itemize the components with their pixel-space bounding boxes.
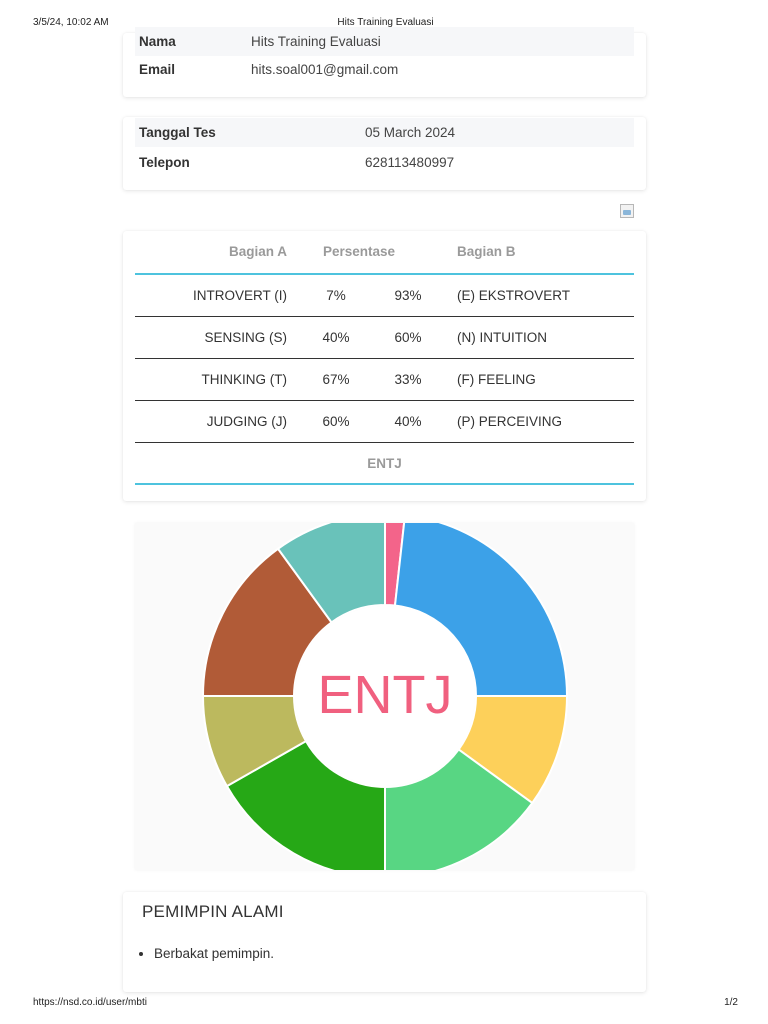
doughnut-svg: ENTJ (201, 523, 569, 870)
nama-value: Hits Training Evaluasi (251, 34, 381, 49)
print-page-number: 1/2 (724, 997, 738, 1008)
nama-row: Nama Hits Training Evaluasi (135, 27, 634, 56)
test-info-card: Tanggal Tes 05 March 2024 Telepon 628113… (123, 117, 646, 190)
header-bagian-b: Bagian B (457, 244, 516, 259)
tanggal-row: Tanggal Tes 05 March 2024 (135, 118, 634, 147)
row-left-percent: 7% (326, 288, 346, 303)
print-footer: https://nsd.co.id/user/mbti 1/2 (33, 997, 738, 1011)
mbti-table-header: Bagian A Persentase Bagian B (135, 231, 634, 275)
row-right-trait: (F) FEELING (457, 372, 536, 387)
mbti-result: ENTJ (367, 456, 402, 471)
mbti-doughnut-chart: ENTJ (135, 523, 634, 870)
table-row: SENSING (S) 40% 60% (N) INTUITION (135, 317, 634, 359)
row-right-percent: 93% (394, 288, 422, 303)
chart-center-label: ENTJ (318, 665, 453, 725)
row-left-trait: THINKING (T) (201, 372, 288, 387)
broken-image-icon (620, 204, 634, 218)
doughnut-hole (295, 606, 475, 786)
doughnut-slice-2 (393, 523, 569, 697)
telepon-label: Telepon (139, 155, 190, 170)
header-bagian-a: Bagian A (228, 244, 287, 259)
tanggal-label: Tanggal Tes (139, 125, 216, 140)
doughnut-slice-7 (201, 547, 333, 697)
mbti-table: Bagian A Persentase Bagian B INTROVERT (… (123, 231, 646, 501)
profile-card: Nama Hits Training Evaluasi Email hits.s… (123, 27, 646, 97)
row-right-trait: (P) PERCEIVING (457, 414, 563, 429)
nama-label: Nama (139, 34, 176, 49)
email-label: Email (139, 62, 176, 77)
description-list: Berbakat pemimpin. (154, 946, 274, 961)
doughnut-slice-4 (384, 748, 534, 870)
row-left-trait: INTROVERT (I) (192, 288, 287, 303)
row-left-percent: 67% (322, 372, 350, 387)
mbti-result-row: ENTJ (135, 443, 634, 485)
table-row: JUDGING (J) 60% 40% (P) PERCEIVING (135, 401, 634, 443)
row-right-percent: 40% (394, 414, 422, 429)
table-row: THINKING (T) 67% 33% (F) FEELING (135, 359, 634, 401)
print-header: 3/5/24, 10:02 AM Hits Training Evaluasi (33, 17, 738, 31)
doughnut-slice-8 (276, 523, 386, 624)
table-row: INTROVERT (I) 7% 93% (E) EKSTROVERT (135, 275, 634, 317)
email-row: Email hits.soal001@gmail.com (135, 55, 634, 84)
personality-description-card: PEMIMPIN ALAMI Berbakat pemimpin. (123, 892, 646, 992)
row-left-trait: JUDGING (J) (206, 414, 287, 429)
tanggal-value: 05 March 2024 (365, 125, 456, 140)
row-right-trait: (E) EKSTROVERT (457, 288, 571, 303)
row-right-trait: (N) INTUITION (457, 330, 547, 345)
email-value: hits.soal001@gmail.com (251, 62, 399, 77)
list-item: Berbakat pemimpin. (154, 946, 274, 961)
print-url: https://nsd.co.id/user/mbti (33, 997, 147, 1008)
print-date: 3/5/24, 10:02 AM (33, 17, 109, 28)
row-right-percent: 33% (394, 372, 422, 387)
telepon-row: Telepon 628113480997 (135, 148, 634, 177)
row-left-percent: 40% (322, 330, 350, 345)
row-right-percent: 60% (394, 330, 422, 345)
row-left-trait: SENSING (S) (204, 330, 287, 345)
header-persentase: Persentase (323, 244, 396, 259)
row-left-percent: 60% (322, 414, 350, 429)
doughnut-slice-5 (225, 739, 386, 870)
print-title: Hits Training Evaluasi (337, 17, 434, 28)
telepon-value: 628113480997 (365, 155, 455, 170)
description-title: PEMIMPIN ALAMI (142, 902, 284, 921)
